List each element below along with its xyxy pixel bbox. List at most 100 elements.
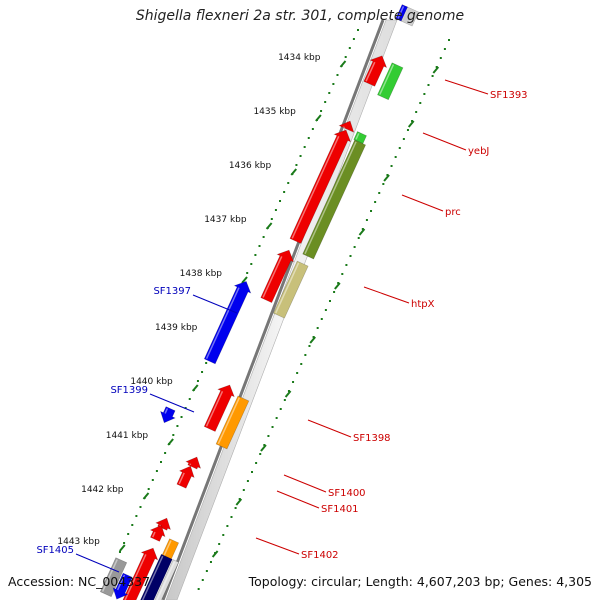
gene-label-sf1401: SF1401 — [321, 504, 359, 515]
gene-features — [100, 5, 418, 600]
gene-label-sf1393: SF1393 — [490, 90, 528, 101]
outer-tick-dot — [332, 83, 334, 85]
gene-label-sf1397: SF1397 — [153, 286, 191, 297]
outer-tick-dot — [259, 245, 261, 247]
outer-tick-dot — [205, 362, 207, 364]
outer-tick-dot — [304, 146, 306, 148]
gene-label-htpx: htpX — [411, 299, 435, 310]
outer-tick-dot — [263, 236, 265, 238]
gene-sf1397-body — [204, 281, 250, 363]
inner-tick-dot — [370, 210, 372, 212]
inner-tick-dot — [341, 273, 343, 275]
outer-major-tick — [120, 545, 125, 551]
inner-tick-dot — [206, 570, 208, 572]
outer-tick-dot — [123, 542, 125, 544]
inner-tick-dot — [333, 291, 335, 293]
inner-tick-dot — [308, 345, 310, 347]
outer-tick-dot — [300, 155, 302, 157]
gene-label-sf1400: SF1400 — [328, 488, 366, 499]
gene-sf1397-highlight — [207, 288, 239, 359]
outer-tick-dot — [127, 533, 129, 535]
outer-tick-dot — [345, 56, 347, 58]
leader-line — [364, 287, 409, 303]
genome-title: Shigella flexneri 2a str. 301, complete … — [0, 8, 600, 24]
gene-label-sf1405: SF1405 — [36, 545, 74, 556]
inner-tick-dot — [255, 462, 257, 464]
outer-tick-dot — [275, 209, 277, 211]
inner-tick-dot — [321, 318, 323, 320]
inner-tick-dot — [415, 111, 417, 113]
inner-tick-dot — [251, 471, 253, 473]
leader-line — [76, 554, 119, 572]
inner-tick-dot — [222, 534, 224, 536]
outer-tick-dot — [357, 29, 359, 31]
outer-tick-dot — [135, 515, 137, 517]
tick-label: 1437 kbp — [204, 215, 247, 225]
tick-label: 1436 kbp — [229, 161, 272, 171]
outer-tick-dot — [324, 101, 326, 103]
outer-tick-dot — [176, 425, 178, 427]
inner-tick-dot — [403, 138, 405, 140]
outer-tick-dot — [246, 272, 248, 274]
outer-tick-dot — [197, 380, 199, 382]
inner-tick-dot — [440, 57, 442, 59]
inner-tick-dot — [345, 264, 347, 266]
inner-tick-dot — [358, 237, 360, 239]
tick-label: 1439 kbp — [155, 323, 198, 333]
accession-text: Accession: NC_004337 — [8, 574, 150, 589]
leader-line — [402, 195, 443, 211]
outer-major-tick — [144, 493, 149, 499]
inner-tick-dot — [202, 579, 204, 581]
inner-tick-dot — [210, 561, 212, 563]
genome-summary-text: Topology: circular; Length: 4,607,203 bp… — [249, 574, 592, 589]
inner-tick-dot — [304, 354, 306, 356]
inner-tick-dot — [432, 75, 434, 77]
gene-sf1399 — [161, 407, 176, 423]
leader-line — [256, 538, 299, 554]
inner-tick-dot — [423, 93, 425, 95]
inner-tick-dot — [247, 480, 249, 482]
outer-tick-dot — [271, 218, 273, 220]
tick-label: 1441 kbp — [106, 431, 149, 441]
outer-tick-dot — [172, 434, 174, 436]
inner-tick-dot — [391, 165, 393, 167]
gene-sf1397 — [204, 281, 250, 363]
outer-tick-dot — [295, 164, 297, 166]
inner-tick-dot — [300, 363, 302, 365]
tick-label: 1435 kbp — [253, 107, 296, 117]
outer-tick-dot — [283, 191, 285, 193]
outer-major-tick — [291, 169, 296, 175]
inner-tick-dot — [230, 516, 232, 518]
inner-tick-dot — [378, 192, 380, 194]
outer-tick-dot — [164, 452, 166, 454]
outer-tick-dot — [160, 461, 162, 463]
outer-tick-dot — [328, 92, 330, 94]
inner-tick-dot — [243, 489, 245, 491]
outer-major-tick — [168, 439, 173, 445]
inner-tick-dot — [284, 399, 286, 401]
inner-tick-dot — [354, 246, 356, 248]
outer-tick-dot — [353, 38, 355, 40]
inner-tick-dot — [395, 156, 397, 158]
outer-tick-dot — [349, 47, 351, 49]
inner-tick-dot — [235, 507, 237, 509]
outer-tick-dot — [152, 479, 154, 481]
inner-tick-dot — [296, 372, 298, 374]
outer-major-tick — [193, 385, 198, 391]
inner-major-tick — [213, 551, 218, 557]
outer-tick-dot — [336, 74, 338, 76]
inner-tick-dot — [259, 453, 261, 455]
inner-tick-dot — [276, 417, 278, 419]
outer-tick-dot — [279, 200, 281, 202]
inner-tick-dot — [382, 183, 384, 185]
inner-tick-dot — [317, 327, 319, 329]
inner-tick-dot — [325, 309, 327, 311]
gene-label-sf1398: SF1398 — [353, 433, 391, 444]
outer-tick-dot — [320, 110, 322, 112]
outer-tick-dot — [139, 506, 141, 508]
label-leader-lines — [76, 80, 488, 572]
tick-label: 1438 kbp — [180, 269, 223, 279]
inner-tick-dot — [280, 408, 282, 410]
